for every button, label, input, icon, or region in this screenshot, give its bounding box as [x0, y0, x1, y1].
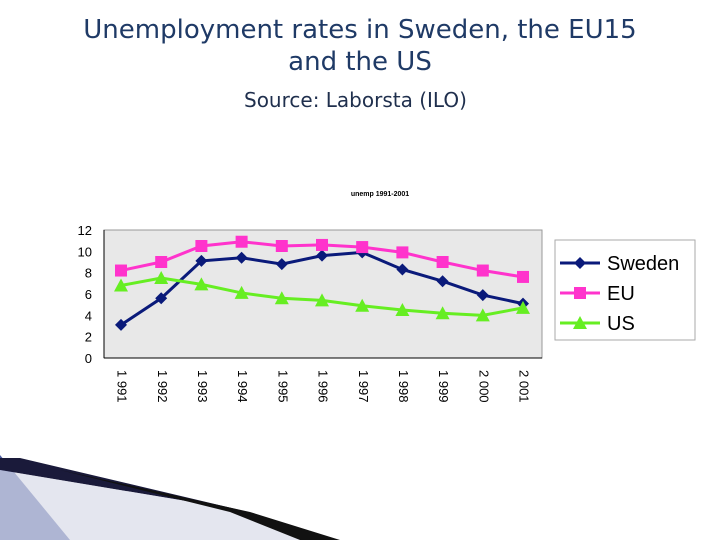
series-eu-point: [115, 264, 127, 277]
legend-item-eu: EU: [560, 283, 635, 305]
legend-sweden-label: Sweden: [607, 253, 679, 275]
legend: Sweden EU US: [554, 239, 696, 341]
series-us: [114, 271, 530, 322]
series-us-point: [234, 285, 249, 299]
series-sweden-point: [476, 289, 489, 302]
series-eu-point: [476, 264, 489, 277]
series-eu-point: [436, 256, 449, 268]
y-tick-label: 6: [85, 287, 92, 302]
x-tick-label: 2 000: [476, 370, 491, 403]
series-sweden-point: [316, 249, 328, 262]
slide-subtitle: Source: Laborsta (ILO): [244, 88, 467, 112]
x-tick-label: 1 998: [396, 370, 411, 403]
series-sweden-point: [235, 251, 248, 264]
series-eu-point: [356, 241, 369, 254]
slide-title: Unemployment rates in Sweden, the EU15 a…: [0, 14, 720, 78]
x-tick-label: 1 991: [115, 370, 130, 403]
legend-us-marker: [573, 316, 587, 329]
series-sweden-point: [275, 258, 288, 271]
y-tick-label: 4: [85, 308, 92, 323]
series-eu-point: [396, 246, 409, 259]
y-tick-label: 0: [85, 351, 92, 366]
series-layer: [114, 235, 530, 331]
y-tick-label: 12: [78, 223, 92, 238]
legend-eu-label: EU: [607, 283, 635, 305]
series-us-point: [315, 293, 329, 307]
series-us-point: [395, 303, 410, 316]
slide-title-line1: Unemployment rates in Sweden, the EU15: [83, 15, 637, 45]
decorative-swoosh: [0, 455, 340, 540]
series-us-point: [355, 298, 370, 312]
series-eu-point: [316, 238, 328, 251]
series-us-point: [274, 291, 289, 305]
legend-us-label: US: [607, 313, 635, 335]
slide-title-line2: and the US: [288, 47, 432, 77]
legend-sweden-marker: [574, 257, 586, 269]
legend-item-sweden: Sweden: [560, 253, 679, 275]
legend-eu-marker: [574, 287, 586, 299]
legend-item-us: US: [560, 313, 635, 335]
series-eu-point: [517, 270, 529, 283]
y-tick-label: 2: [85, 330, 92, 345]
series-us-point: [475, 308, 490, 322]
series-us-point: [516, 300, 530, 314]
series-us-point: [114, 278, 128, 292]
y-tick-labels: 0 2 4 6 8 10 12: [78, 223, 92, 366]
x-tick-label: 1 993: [195, 370, 210, 403]
x-tick-label: 1 999: [436, 370, 451, 403]
series-eu-point: [155, 256, 168, 268]
series-us-point: [154, 271, 169, 284]
x-tick-label: 1 997: [356, 370, 371, 403]
x-tick-label: 1 995: [275, 370, 290, 403]
x-tick-label: 1 992: [155, 370, 170, 403]
series-us-point: [435, 306, 450, 320]
x-tick-label: 2 001: [517, 370, 532, 403]
series-sweden-point: [115, 318, 127, 331]
series-eu-point: [275, 240, 288, 252]
series-sweden-point: [155, 292, 168, 305]
y-tick-label: 8: [85, 266, 92, 281]
series-us-point: [194, 277, 209, 291]
series-sweden-point: [396, 263, 409, 276]
series-eu-point: [195, 240, 208, 252]
series-sweden-point: [195, 254, 208, 267]
chart-title: unemp 1991-2001: [351, 191, 409, 198]
y-tick-label: 10: [78, 244, 92, 259]
series-eu: [115, 235, 529, 283]
x-tick-labels: 1 991 1 992 1 993 1 994 1 995 1 996 1 997 1 998…: [115, 370, 532, 403]
x-tick-label: 1 996: [316, 370, 331, 403]
series-eu-point: [235, 235, 248, 248]
series-sweden-point: [436, 275, 449, 288]
x-tick-label: 1 994: [235, 370, 250, 403]
